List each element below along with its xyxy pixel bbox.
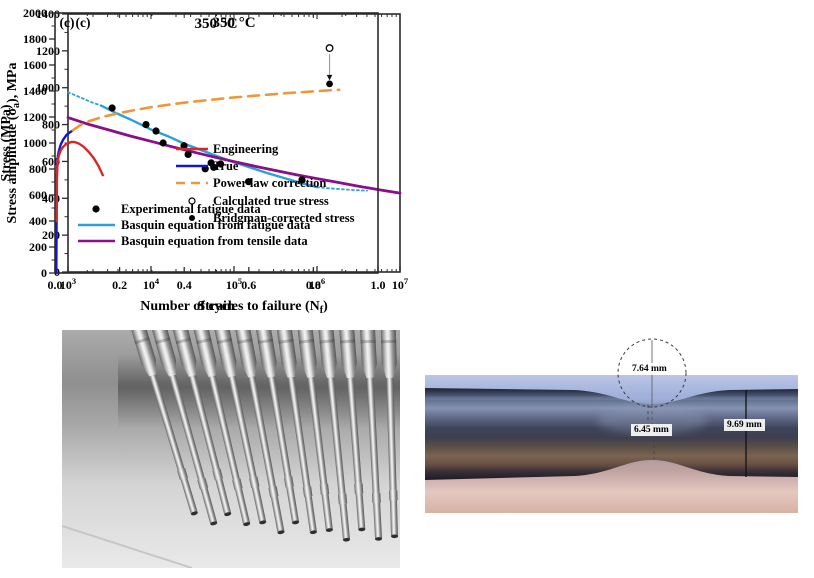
stress-strain-chart: 0 200 400 600 800 1000 1200 1400 1600 1800 2000 0.0…: [0, 6, 386, 314]
basquin-fatigue-extrapolated-right: [316, 186, 368, 192]
legend-label: Basquin equation from tensile data: [121, 234, 308, 248]
svg-text:107: 107: [392, 276, 409, 292]
experimental-fatigue-data: [184, 150, 192, 159]
legend-label: Power law correction: [213, 176, 326, 190]
specimen-rod: [338, 330, 366, 532]
svg-text:0.8: 0.8: [306, 278, 321, 292]
specimen-rod: [128, 330, 198, 516]
svg-text:800: 800: [29, 162, 47, 176]
x-axis-label: Strain: [197, 299, 235, 314]
chart-title: 350 °C: [212, 15, 255, 31]
svg-text:1200: 1200: [23, 110, 47, 124]
svg-text:1400: 1400: [23, 84, 47, 98]
svg-text:0: 0: [41, 266, 47, 280]
legend-label: Experimental fatigue data: [121, 202, 261, 216]
svg-text:0.0: 0.0: [48, 278, 63, 292]
basquin-fatigue-extrapolated-left: [67, 91, 102, 107]
legend-label: Calculated true stress: [213, 194, 329, 208]
svg-text:103: 103: [60, 276, 76, 292]
specimen-rod: [170, 330, 232, 517]
experimental-fatigue-data: [245, 178, 253, 186]
svg-text:2000: 2000: [23, 6, 47, 20]
legend-label: Basquin equation from fatigue data: [121, 218, 311, 232]
basquin-fatigue: [99, 104, 319, 189]
specimen-rod: [317, 330, 351, 542]
calculated-true-stress-marker: [325, 44, 334, 53]
svg-text:1.0: 1.0: [371, 278, 386, 292]
experimental-fatigue-data: [142, 120, 150, 129]
svg-text:1000: 1000: [23, 136, 47, 150]
experimental-fatigue-data: [298, 176, 306, 184]
power-law-correction: [71, 88, 341, 132]
fatigue-sn-chart: 0 200 400 600 800 1000 1200 1400 103 104 105 106 107…: [5, 7, 409, 316]
necked-specimen-photo: 7.64 mm 6.45 mm 9.69 mm: [425, 335, 798, 515]
svg-text:0.6: 0.6: [241, 278, 256, 292]
svg-text:0.4: 0.4: [177, 278, 192, 292]
true-stress: [55, 129, 74, 275]
bridgman-corrected-stress-marker: [326, 80, 333, 88]
experimental-fatigue-data: [152, 127, 160, 135]
measurement-label-neck-curvature: 7.64 mm: [629, 363, 670, 375]
specimen-rod: [149, 330, 218, 526]
svg-text:1600: 1600: [23, 58, 47, 72]
svg-text:0.2: 0.2: [112, 278, 127, 292]
measurement-label-shank-diameter: 9.69 mm: [724, 419, 765, 431]
svg-text:105: 105: [226, 276, 242, 292]
y-axis-label: Stress (MPa): [0, 104, 14, 181]
specimen-rod: [359, 330, 383, 541]
experimental-fatigue-data: [210, 163, 218, 171]
specimen-rod: [254, 330, 300, 525]
measurement-label-neck-diameter: 6.45 mm: [631, 424, 672, 436]
chart-title: 350 °C: [194, 16, 237, 32]
panel-label: (c): [76, 15, 91, 30]
specimen-silhouette: [425, 388, 798, 480]
experimental-fatigue-data: [108, 104, 116, 112]
specimen-rod: [275, 330, 317, 535]
specimen-rod: [212, 330, 267, 525]
svg-text:600: 600: [29, 188, 47, 202]
experimental-fatigue-data: [217, 160, 225, 168]
specimen-rod: [191, 330, 251, 527]
y-axis-label: Stress amplitude (σa), MPa: [5, 63, 22, 224]
x-axis-label: Number of cycles to failure (Nf): [140, 299, 328, 316]
neck-curvature-circle: [617, 338, 687, 408]
specimen-rod: [380, 330, 399, 539]
legend-label: Engineering: [213, 142, 279, 156]
svg-text:200: 200: [29, 240, 47, 254]
specimen-rods-photo: [62, 330, 400, 568]
experimental-fatigue-data: [159, 139, 167, 147]
legend-label: Bridgman-corrected stress: [213, 211, 355, 225]
panel-label: (c): [60, 15, 75, 30]
svg-text:1400: 1400: [36, 7, 60, 21]
svg-text:400: 400: [29, 214, 47, 228]
svg-text:1200: 1200: [36, 44, 60, 58]
engineering-stress: [55, 140, 104, 223]
basquin-tensile: [66, 116, 402, 195]
legend-label: True: [213, 159, 239, 173]
svg-text:1800: 1800: [23, 32, 47, 46]
svg-text:106: 106: [309, 276, 325, 292]
specimen-rod: [233, 330, 285, 535]
specimen-rod: [296, 330, 333, 532]
svg-text:104: 104: [143, 276, 160, 292]
experimental-fatigue-data: [180, 142, 188, 150]
specimen-rods-graphic: [62, 330, 400, 568]
